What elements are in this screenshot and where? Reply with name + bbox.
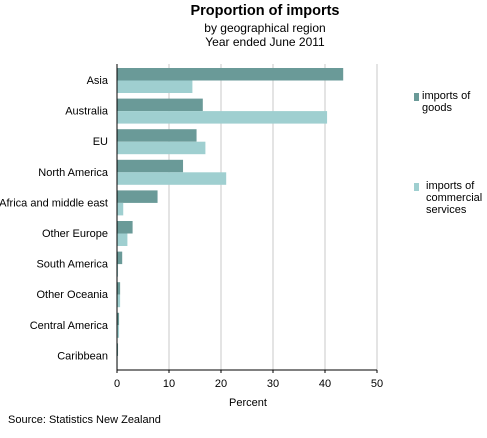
bar-services (117, 325, 120, 338)
legend-swatch-services (414, 183, 419, 191)
bar-services (117, 80, 193, 93)
bar-goods (117, 129, 197, 142)
legend-label-goods-line-1: imports of (422, 90, 471, 102)
category-label: South America (36, 259, 108, 271)
chart-subtitle-line-2: Year ended June 2011 (205, 35, 325, 49)
category-label: Africa and middle east (0, 197, 108, 209)
category-label: Caribbean (57, 350, 108, 362)
category-label: Central America (30, 320, 109, 332)
x-tick-label: 30 (267, 378, 279, 390)
x-tick-label: 40 (319, 378, 331, 390)
legend-label-services-line-2: commercial (426, 192, 483, 204)
x-axis-label: Percent (229, 397, 267, 409)
bar-services (117, 294, 121, 308)
bar-goods (117, 251, 123, 265)
chart-title: Proportion of imports (190, 3, 340, 19)
category-label: North America (38, 167, 109, 179)
legend-label-goods: imports of goods (422, 90, 470, 114)
bar-goods (117, 98, 203, 112)
bar-services (117, 111, 328, 124)
bar-goods (117, 68, 344, 81)
bar-services (117, 202, 124, 216)
bar-goods (117, 282, 121, 295)
legend-label-goods-line-2: goods (422, 102, 452, 114)
source-note: Source: Statistics New Zealand (8, 414, 161, 426)
category-label: Australia (65, 106, 109, 118)
legend-label-services-line-1: imports of (426, 180, 475, 192)
bar-goods (117, 221, 133, 234)
bar-services (117, 141, 206, 155)
bar-goods (117, 343, 119, 356)
bar-goods (117, 190, 158, 203)
bar-goods (117, 159, 184, 173)
x-tick-label: 0 (114, 378, 120, 390)
x-tick-label: 20 (215, 378, 227, 390)
bar-goods (117, 312, 120, 326)
chart-subtitle-line-1: by geographical region (204, 21, 326, 35)
bar-services (117, 172, 227, 185)
legend-label-services: imports of commercial services (426, 180, 482, 216)
x-tick-label: 10 (163, 378, 175, 390)
category-label: Asia (87, 75, 109, 87)
category-label: EU (93, 136, 108, 148)
x-tick-label: 50 (371, 378, 383, 390)
bar-services (117, 264, 119, 277)
category-label: Other Europe (42, 228, 108, 240)
bar-services (117, 233, 128, 246)
category-label: Other Oceania (36, 289, 108, 301)
legend-label-services-line-3: services (426, 204, 467, 216)
legend-swatch-goods (414, 93, 419, 101)
